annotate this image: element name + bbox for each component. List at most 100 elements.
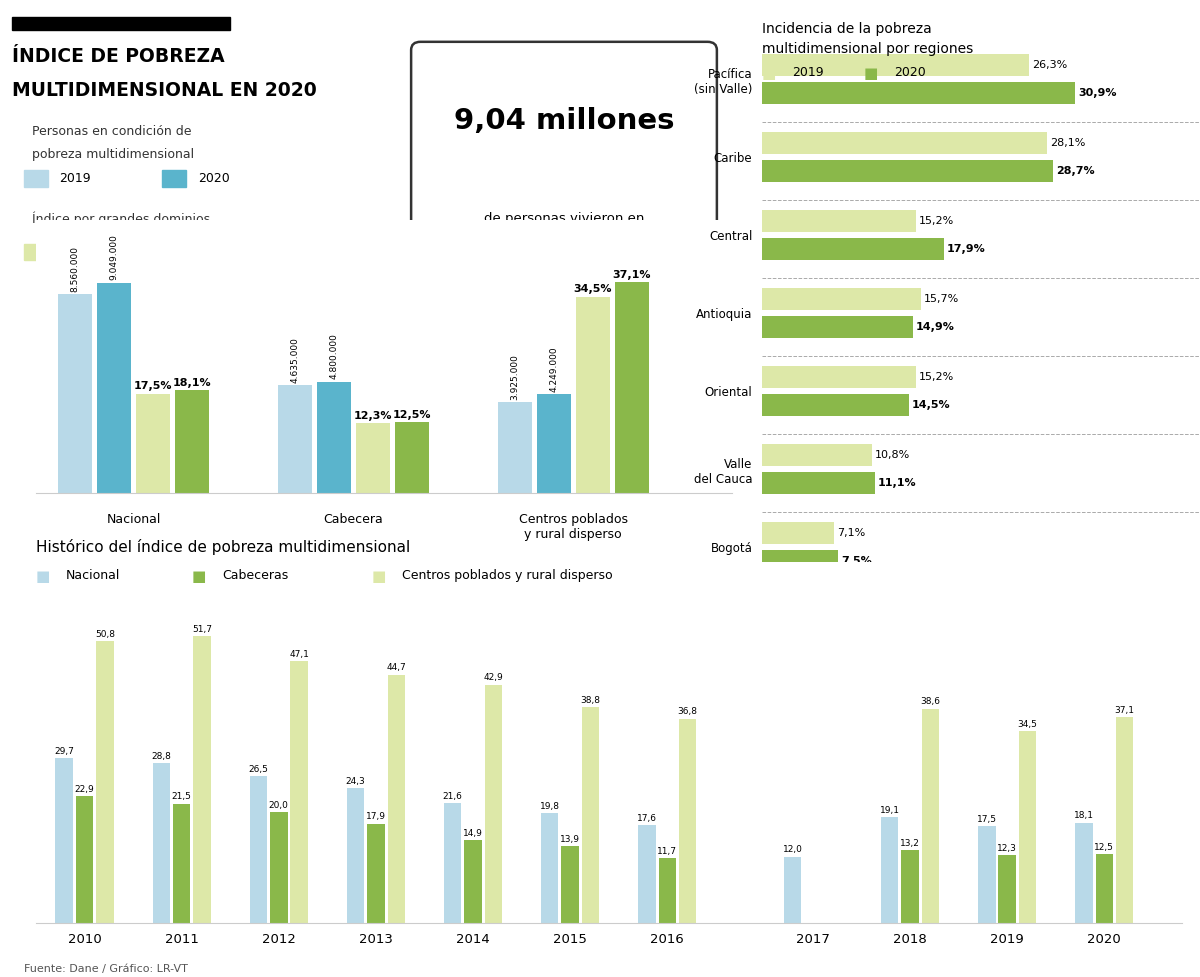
Bar [152,763,170,923]
Bar [679,719,696,923]
Text: 28,8: 28,8 [151,752,172,761]
Bar [1019,732,1037,923]
Text: 21,5: 21,5 [172,792,192,801]
Bar [162,244,186,260]
Text: 7,5%: 7,5% [841,556,872,567]
Bar [173,804,191,923]
Text: ÍNDICE DE POBREZA: ÍNDICE DE POBREZA [12,47,224,65]
Text: 17,5: 17,5 [977,815,997,824]
Bar [881,817,899,923]
Bar [347,788,365,923]
Text: 12,5: 12,5 [1094,842,1115,852]
Text: 12,3: 12,3 [997,843,1018,853]
Text: 17,9: 17,9 [366,813,386,822]
Bar [395,422,430,493]
Text: 17,5%: 17,5% [134,381,173,392]
Text: 34,5%: 34,5% [574,284,612,294]
Bar [762,288,922,310]
Text: 2020: 2020 [198,172,230,185]
Text: ■: ■ [372,569,386,583]
Bar [1075,823,1093,923]
Text: 11,1%: 11,1% [877,478,917,488]
Text: 34,5: 34,5 [1018,720,1038,729]
Bar [277,385,312,493]
Bar [762,160,1054,182]
Bar [12,17,230,30]
Text: 2019: 2019 [60,172,91,185]
Bar [978,826,996,923]
Bar [76,796,94,923]
Text: Centros poblados y rural disperso: Centros poblados y rural disperso [402,569,613,581]
Text: 12,3%: 12,3% [354,411,392,421]
Bar [485,685,502,923]
Bar [762,472,875,494]
Bar [762,523,834,544]
Text: 13,2: 13,2 [900,838,920,848]
Bar [367,824,385,923]
Bar [614,282,649,493]
Text: 28,1%: 28,1% [1050,138,1086,149]
Text: 29,7: 29,7 [54,746,74,756]
Text: 2019: 2019 [60,245,91,258]
Bar [576,297,610,493]
Bar [96,641,114,923]
Text: 19,8: 19,8 [540,802,559,811]
Bar [659,858,676,923]
Bar [998,855,1016,923]
Text: Personas en condición de: Personas en condición de [32,124,191,138]
Bar [762,238,943,260]
Text: ■: ■ [762,66,776,81]
Text: 26,5: 26,5 [248,765,269,774]
Text: Nacional: Nacional [107,513,161,527]
Bar [541,813,558,923]
Bar [97,282,131,493]
Text: MULTIDIMENSIONAL EN 2020: MULTIDIMENSIONAL EN 2020 [12,81,317,100]
Bar [1116,717,1134,923]
Bar [562,846,578,923]
Text: 15,2%: 15,2% [919,216,954,226]
Bar [464,840,481,923]
Bar [536,395,571,493]
Text: 38,8: 38,8 [581,697,600,705]
Text: 7,1%: 7,1% [838,529,865,538]
Text: Nacional: Nacional [66,569,120,581]
Text: 17,9%: 17,9% [947,244,985,254]
Bar [444,803,461,923]
Bar [498,402,532,493]
Bar [762,445,871,466]
Text: Centros poblados
y rural disperso: Centros poblados y rural disperso [518,513,628,541]
Text: Histórico del índice de pobreza multidimensional: Histórico del índice de pobreza multidim… [36,539,410,555]
Text: 50,8: 50,8 [95,629,115,639]
Text: 11,7: 11,7 [658,847,677,856]
Text: 21,6: 21,6 [443,792,462,801]
Text: Incidencia de la pobreza: Incidencia de la pobreza [762,22,931,36]
Text: Fuente: Dane / Gráfico: LR-VT: Fuente: Dane / Gráfico: LR-VT [24,964,188,974]
Text: 2020: 2020 [198,245,230,258]
Text: Cabeceras: Cabeceras [222,569,288,581]
Text: Cabecera: Cabecera [324,513,383,527]
Text: 22,9: 22,9 [74,785,95,793]
Text: 18,1%: 18,1% [173,378,211,388]
Bar [762,210,916,232]
Text: 30,9%: 30,9% [1079,88,1117,98]
Text: 3.925.000: 3.925.000 [510,354,520,400]
Text: 24,3: 24,3 [346,777,365,786]
Bar [762,317,913,338]
Bar [250,776,268,923]
Bar [901,850,919,923]
Text: 4.800.000: 4.800.000 [330,333,338,379]
Bar [270,812,288,923]
Text: pobreza multidimensional: pobreza multidimensional [32,148,194,160]
Text: Índice por grandes dominios: Índice por grandes dominios [32,212,210,227]
Bar [784,857,802,923]
Bar [638,826,655,923]
Text: 42,9: 42,9 [484,673,503,683]
Bar [762,366,916,388]
Bar [762,54,1028,76]
Bar [55,758,73,923]
Text: 26,3%: 26,3% [1032,60,1067,70]
Bar [317,382,352,493]
Text: 15,7%: 15,7% [924,294,960,304]
Bar [356,423,390,493]
Bar [193,636,211,923]
